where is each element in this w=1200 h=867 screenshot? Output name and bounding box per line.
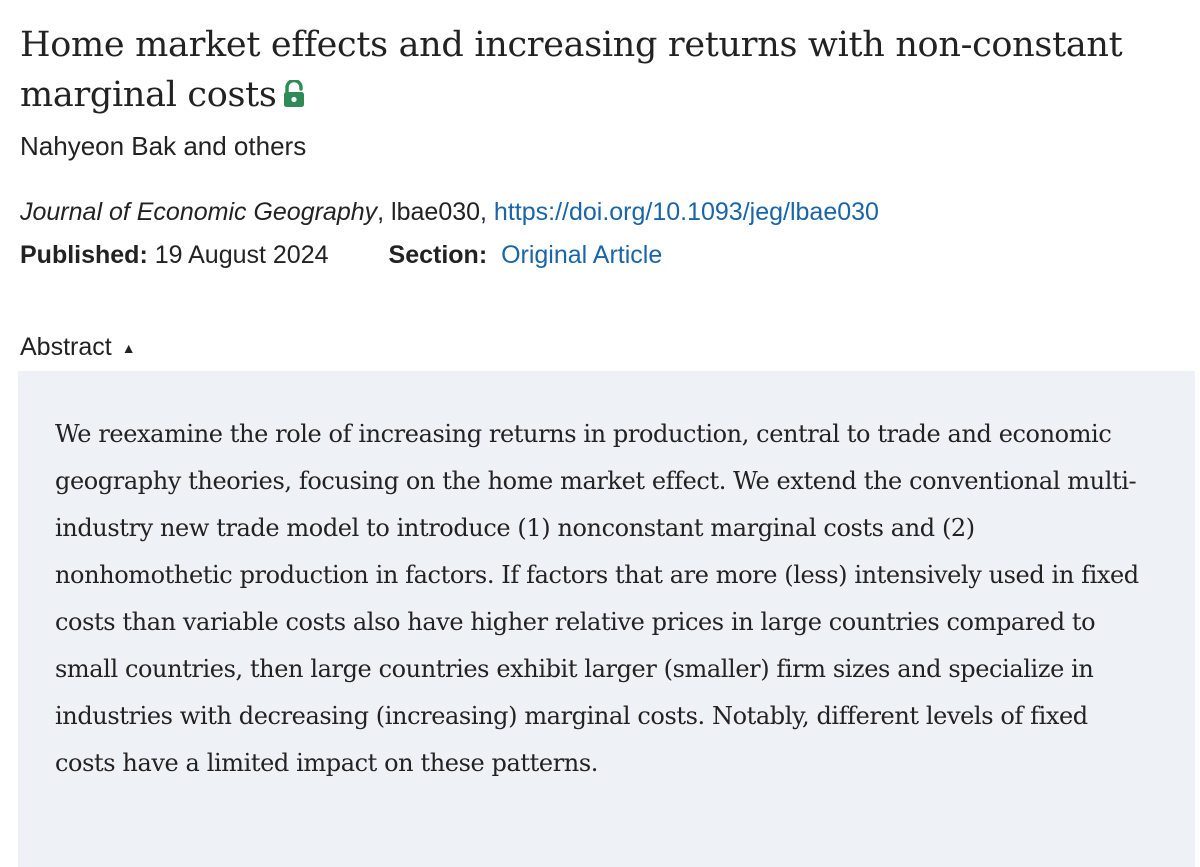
section-label: Section: — [388, 241, 488, 269]
publication-info: Published: 19 August 2024 Section: Origin… — [20, 238, 662, 272]
authors: Nahyeon Bak and others — [20, 131, 307, 161]
citation-line: Journal of Economic Geography, lbae030, … — [20, 195, 879, 229]
article-title-text: Home market effects and increasing retur… — [20, 25, 1123, 115]
doi-link[interactable]: https://doi.org/10.1093/jeg/lbae030 — [493, 198, 879, 226]
open-access-lock-icon — [283, 72, 305, 107]
section-group: Section: Original Article — [389, 241, 663, 269]
section-link[interactable]: Original Article — [501, 241, 663, 269]
abstract-toggle-button[interactable]: Abstract ▲ — [20, 330, 136, 365]
abstract-panel: We reexamine the role of increasing retu… — [18, 371, 1195, 867]
published-label: Published: — [20, 241, 148, 269]
abstract-toggle-label: Abstract — [20, 333, 112, 361]
journal-name: Journal of Economic Geography — [20, 198, 378, 226]
collapse-triangle-icon: ▲ — [121, 340, 136, 356]
abstract-text: We reexamine the role of increasing retu… — [55, 420, 1139, 777]
article-id: , lbae030, — [377, 198, 494, 226]
article-title: Home market effects and increasing retur… — [20, 20, 1190, 120]
published-date: 19 August 2024 — [154, 241, 329, 269]
